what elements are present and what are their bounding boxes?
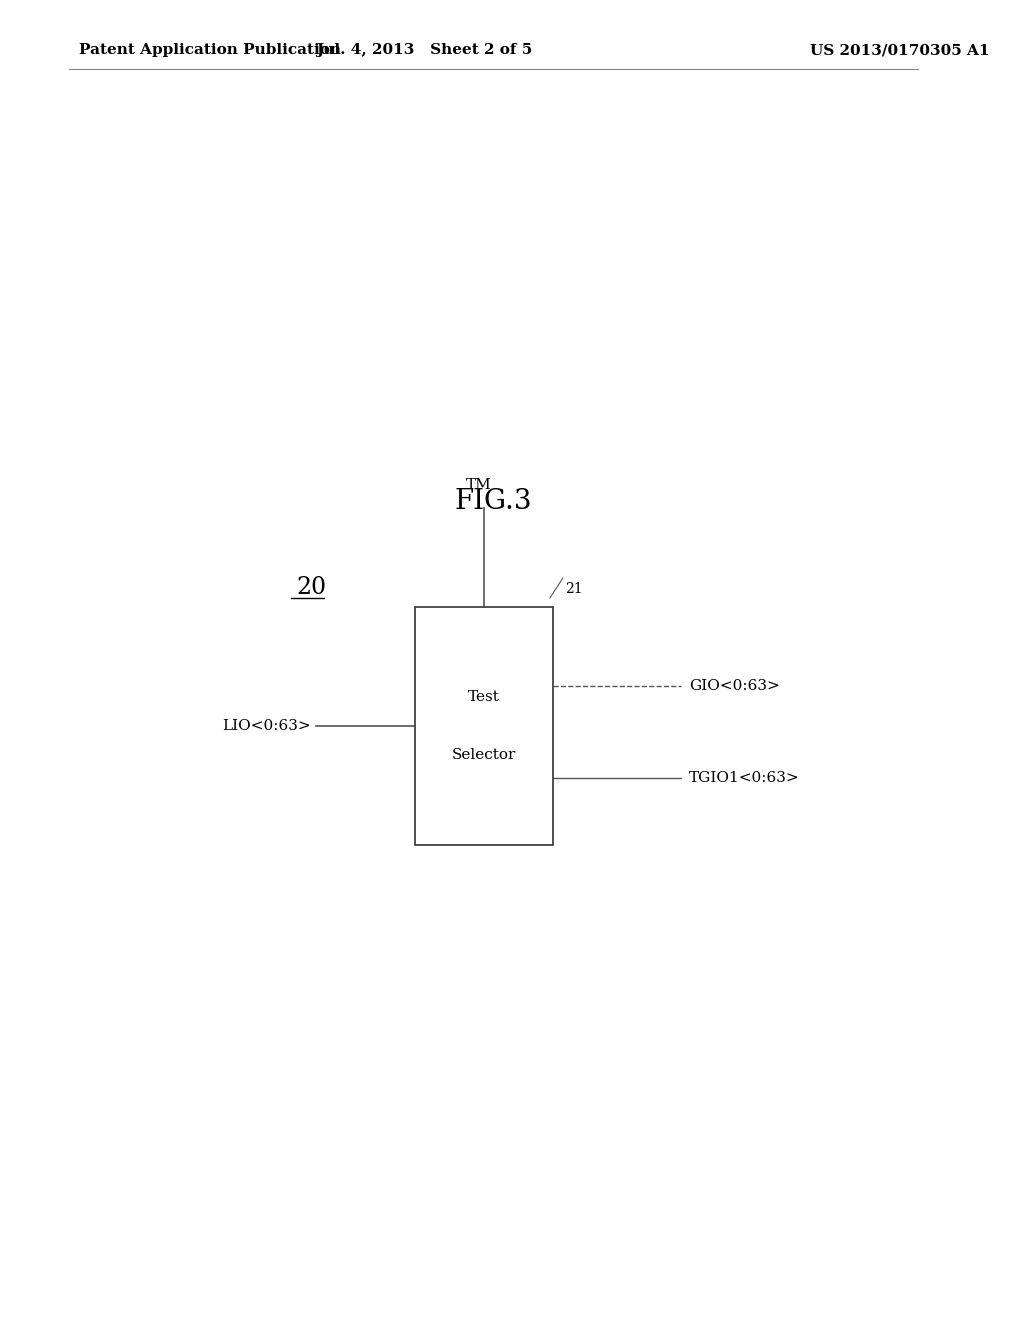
Text: 21: 21 [565,582,583,595]
Text: GIO<0:63>: GIO<0:63> [689,678,780,693]
Text: TGIO1<0:63>: TGIO1<0:63> [689,771,800,785]
Text: US 2013/0170305 A1: US 2013/0170305 A1 [810,44,989,57]
Text: Test: Test [468,690,500,704]
Text: TM: TM [466,478,492,492]
Text: 20: 20 [296,576,327,599]
Text: Patent Application Publication: Patent Application Publication [79,44,341,57]
Bar [415,607,553,845]
Text: Selector: Selector [452,748,516,762]
Text: Jul. 4, 2013   Sheet 2 of 5: Jul. 4, 2013 Sheet 2 of 5 [316,44,532,57]
Text: FIG.3: FIG.3 [455,488,532,515]
Text: LIO<0:63>: LIO<0:63> [222,719,311,733]
